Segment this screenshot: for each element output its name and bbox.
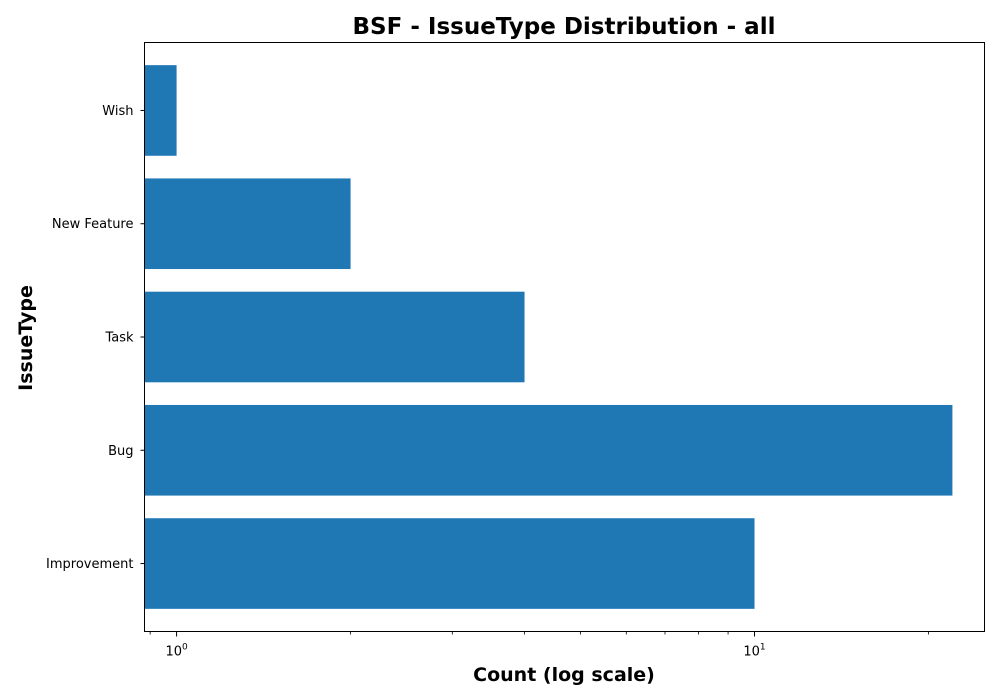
bar-task bbox=[144, 291, 525, 383]
y-tick-label-new-feature: New Feature bbox=[52, 217, 134, 232]
bar-improvement bbox=[144, 518, 755, 609]
y-axis-label: IssueType bbox=[15, 285, 37, 391]
bars-group bbox=[144, 65, 953, 609]
y-tick-label-improvement: Improvement bbox=[46, 557, 133, 572]
y-tick-label-wish: Wish bbox=[102, 104, 133, 119]
x-axis-ticks: 100 101 bbox=[149, 631, 929, 660]
x-tick-label: 101 bbox=[743, 643, 765, 660]
x-tick-label: 100 bbox=[165, 643, 188, 660]
x-axis-label: Count (log scale) bbox=[473, 664, 655, 686]
chart-title: BSF - IssueType Distribution - all bbox=[353, 14, 776, 40]
bar-new-feature bbox=[144, 178, 351, 270]
bar-wish bbox=[144, 65, 177, 156]
bar-bug bbox=[144, 404, 953, 496]
y-axis-ticks: Improvement Bug Task New Feature Wish bbox=[46, 104, 145, 572]
y-tick-label-bug: Bug bbox=[108, 444, 133, 459]
y-tick-label-task: Task bbox=[104, 331, 134, 346]
